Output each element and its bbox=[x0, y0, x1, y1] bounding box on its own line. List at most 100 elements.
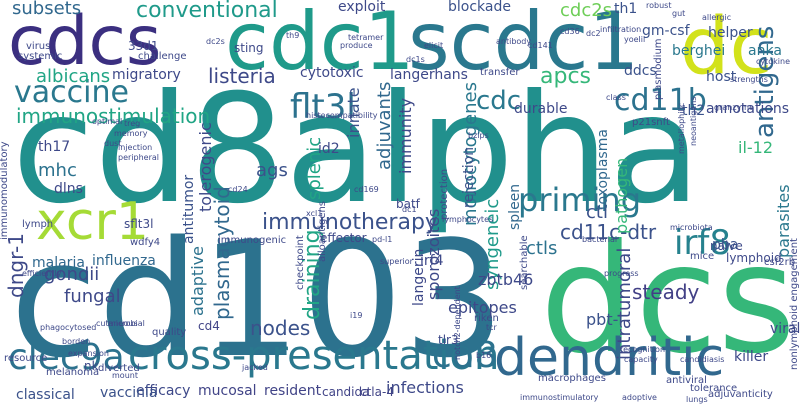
word-capacity: capacity bbox=[624, 355, 658, 364]
word-injection: injection bbox=[118, 143, 153, 152]
word-scdc1: scdc1 bbox=[408, 0, 640, 88]
word-vaccinia: vaccinia bbox=[100, 385, 158, 401]
word-batf: batf bbox=[396, 197, 420, 211]
word-cross-presentation: cross-presentation bbox=[128, 333, 500, 379]
word-conventional: conventional bbox=[136, 0, 278, 23]
word-progress: progress bbox=[604, 269, 639, 278]
word-tolerogenic: tolerogenic bbox=[196, 122, 215, 212]
word-nk: nk bbox=[84, 359, 99, 373]
word-zbtb46: zbtb46 bbox=[478, 270, 534, 289]
word-protection: protection bbox=[439, 168, 450, 220]
word-dc1: dc1 bbox=[402, 205, 417, 214]
word-expansion: expansion bbox=[68, 349, 109, 358]
word-diverted: diverted bbox=[98, 363, 140, 374]
word-irf8: irf8 bbox=[674, 223, 732, 263]
word-notch2-dependent: notch2-dependent bbox=[453, 286, 462, 360]
word-infiltration: infiltration bbox=[600, 25, 642, 34]
word-adaptive: adaptive bbox=[188, 246, 207, 316]
word-plasmacytoid: plasmacytoid bbox=[210, 186, 234, 320]
word-gut: gut bbox=[672, 9, 686, 18]
word-th2: th2 bbox=[682, 103, 706, 119]
word-strengths: strengths bbox=[730, 75, 768, 84]
word-albicans: albicans bbox=[36, 66, 111, 87]
word-lymphoid: lymphoid bbox=[726, 251, 782, 265]
word-treg: treg bbox=[124, 119, 141, 128]
word-anka: anka bbox=[748, 43, 782, 59]
word-sflt3l: sflt3l bbox=[124, 217, 154, 231]
word-epitopes: epitopes bbox=[448, 298, 517, 317]
word-i19: i19 bbox=[350, 311, 363, 320]
word-antiviral: antiviral bbox=[666, 375, 707, 386]
word-antitumor: antitumor bbox=[181, 174, 197, 244]
word-candida: candida bbox=[322, 385, 370, 399]
word-riken: riken bbox=[474, 313, 499, 324]
word-phagocytosed: phagocytosed bbox=[40, 323, 97, 332]
word-ddcs: ddcs bbox=[624, 63, 657, 79]
word-antibody: antibody bbox=[496, 37, 532, 46]
word-searchable: searchable bbox=[519, 235, 530, 290]
word-dc2: dc2 bbox=[586, 29, 601, 38]
word-ctla-4: ctla-4 bbox=[360, 385, 394, 399]
word-microbiota: microbiota bbox=[670, 223, 713, 232]
word-ags: ags bbox=[256, 160, 288, 181]
word-cd169: cd169 bbox=[354, 185, 379, 194]
word-xcl1: xcl1 bbox=[306, 209, 323, 218]
word-blockade: blockade bbox=[448, 0, 511, 15]
word-tlr3: tlr3 bbox=[438, 333, 459, 347]
word-cd11b: cd11b bbox=[614, 83, 707, 118]
word-gondii: gondii bbox=[44, 264, 100, 285]
word-immunostimulation: immunostimulation bbox=[16, 104, 211, 128]
word-tcr: tcr bbox=[486, 323, 497, 332]
word-irf4: irf4 bbox=[420, 253, 444, 269]
word-cd8alpha: cd8alpha bbox=[12, 63, 701, 237]
word-cytokine: cytokine bbox=[756, 57, 791, 66]
word-robust: robust bbox=[646, 1, 672, 10]
word-apcs: apcs bbox=[540, 64, 592, 89]
word-dust: dust bbox=[104, 139, 122, 148]
word-memory: memory bbox=[114, 129, 148, 138]
word-th9: th9 bbox=[286, 31, 300, 40]
word-th1: th1 bbox=[614, 1, 638, 17]
word-pba: pba bbox=[712, 237, 739, 253]
word-effector: effector bbox=[320, 231, 367, 245]
word-transfer: transfer bbox=[480, 67, 520, 78]
word-pbt-i: pbt-i bbox=[586, 310, 623, 329]
word-cdc: cdc bbox=[476, 86, 522, 116]
word-dendritic: dendritic bbox=[494, 328, 725, 388]
word-quality: quality bbox=[152, 327, 187, 338]
word-histocompatibility: histocompatibility bbox=[306, 111, 378, 120]
word-naive: naive bbox=[710, 239, 743, 253]
word-clec9a: clec9a bbox=[8, 337, 125, 378]
word-efficacy: efficacy bbox=[136, 383, 191, 399]
word-pd-l1: pd-l1 bbox=[372, 235, 393, 244]
word-jacked: jacked bbox=[242, 363, 268, 372]
word-dngr-1: dngr-1 bbox=[4, 233, 28, 298]
word-toxoplasma: toxoplasma bbox=[595, 129, 611, 210]
word-priming: priming bbox=[518, 181, 642, 219]
word-helper: helper bbox=[708, 25, 753, 41]
word-wdfy4: wdfy4 bbox=[130, 237, 161, 248]
word-checkpoint: checkpoint bbox=[295, 235, 306, 290]
word-classical: classical bbox=[16, 387, 75, 403]
word-allergic: allergic bbox=[702, 13, 732, 22]
word-killer: killer bbox=[734, 349, 769, 365]
word-dc2s: dc2s bbox=[206, 37, 225, 46]
word-mhc: mhc bbox=[38, 160, 77, 181]
word-infections: infections bbox=[386, 378, 464, 397]
word-intratumoral: intratumoral bbox=[614, 247, 635, 360]
word-mucosal: mucosal bbox=[198, 383, 257, 399]
word-dc: dc bbox=[680, 2, 773, 92]
word-mice: mice bbox=[690, 251, 715, 262]
word-xcr1: xcr1 bbox=[36, 192, 149, 252]
word-immunomodulatory: immunomodulatory bbox=[0, 141, 10, 240]
word-immunostimulatory: immunostimulatory bbox=[520, 393, 599, 402]
word-migratory: migratory bbox=[112, 67, 181, 83]
word-lymphocytes: lymphocytes bbox=[442, 215, 494, 224]
word-sting: sting bbox=[234, 41, 264, 55]
word-nodes: nodes bbox=[250, 316, 311, 340]
word-langerin: langerin bbox=[411, 248, 427, 306]
word-plasmodium: plasmodium bbox=[653, 38, 664, 100]
word-th17: th17 bbox=[38, 139, 71, 155]
word-resident: resident bbox=[264, 383, 322, 399]
word-cd141: cd141 bbox=[528, 41, 553, 50]
